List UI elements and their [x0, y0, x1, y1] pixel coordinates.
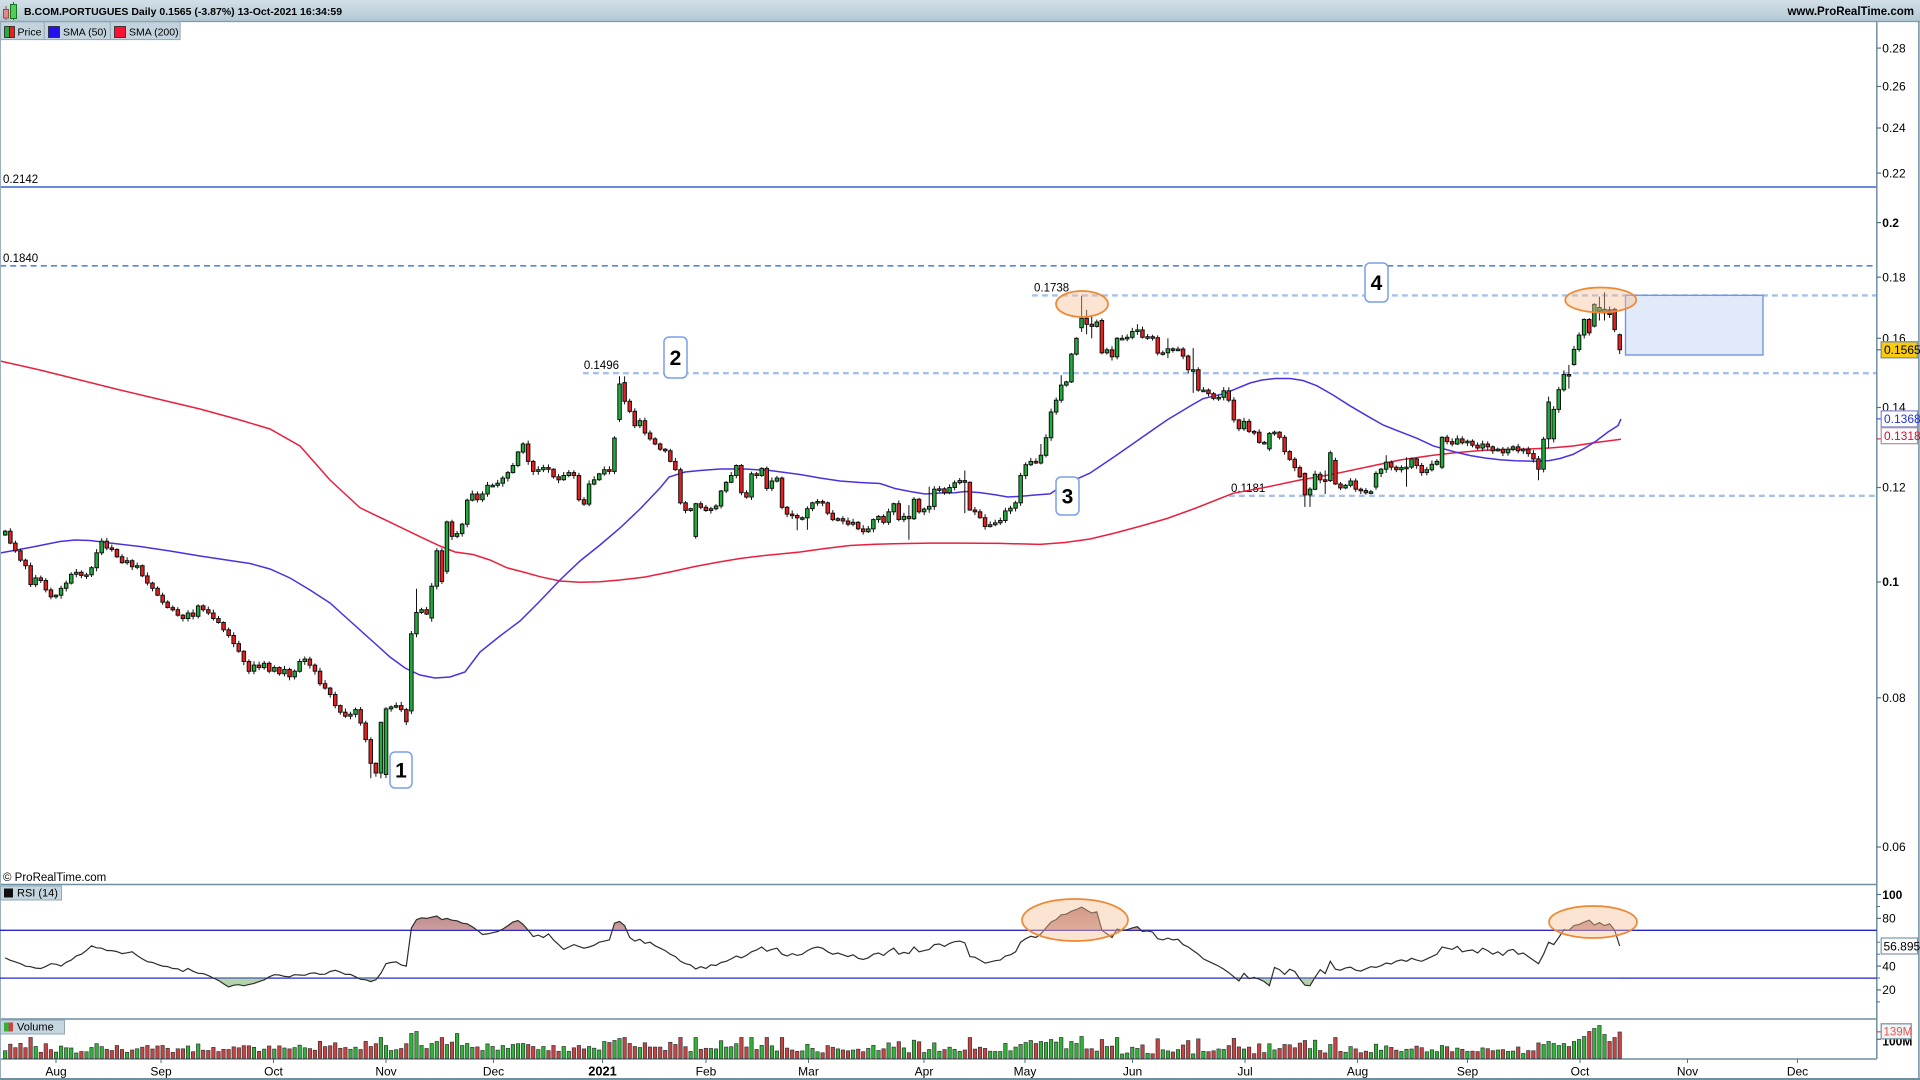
svg-text:Feb: Feb	[696, 1065, 717, 1079]
svg-text:0.1496: 0.1496	[584, 360, 619, 372]
svg-text:139M: 139M	[1884, 1027, 1913, 1039]
svg-text:Price: Price	[18, 27, 42, 39]
svg-text:80: 80	[1882, 912, 1896, 926]
svg-text:Nov: Nov	[375, 1065, 396, 1079]
svg-text:0.1738: 0.1738	[1034, 282, 1069, 294]
svg-text:Oct: Oct	[264, 1065, 283, 1079]
svg-text:Apr: Apr	[915, 1065, 934, 1079]
svg-text:Aug: Aug	[45, 1065, 66, 1079]
svg-text:0.2142: 0.2142	[3, 174, 38, 186]
svg-text:0.1565: 0.1565	[1884, 343, 1920, 357]
svg-text:0.1840: 0.1840	[3, 253, 38, 265]
svg-text:100: 100	[1882, 888, 1902, 902]
svg-text:SMA (50): SMA (50)	[63, 27, 107, 39]
svg-text:0.24: 0.24	[1882, 121, 1906, 135]
svg-text:RSI (14): RSI (14)	[17, 888, 58, 900]
svg-text:20: 20	[1882, 983, 1896, 997]
svg-text:0.2: 0.2	[1882, 216, 1899, 230]
svg-text:1: 1	[395, 760, 407, 783]
svg-text:0.12: 0.12	[1882, 481, 1906, 495]
svg-text:Sep: Sep	[150, 1065, 172, 1079]
svg-text:0.26: 0.26	[1882, 80, 1906, 94]
svg-text:Jul: Jul	[1237, 1065, 1252, 1079]
svg-text:2: 2	[670, 347, 682, 370]
svg-text:4: 4	[1371, 272, 1383, 295]
svg-text:40: 40	[1882, 959, 1896, 973]
svg-text:Mar: Mar	[798, 1065, 819, 1079]
svg-text:May: May	[1014, 1065, 1037, 1079]
svg-text:2021: 2021	[588, 1064, 616, 1079]
svg-text:© ProRealTime.com: © ProRealTime.com	[3, 872, 106, 884]
svg-text:0.06: 0.06	[1882, 840, 1906, 854]
svg-text:Jun: Jun	[1123, 1065, 1142, 1079]
svg-text:B.COM.PORTUGUES Daily 0.1565 (: B.COM.PORTUGUES Daily 0.1565 (-3.87%) 13…	[24, 6, 342, 18]
svg-text:0.28: 0.28	[1882, 41, 1906, 55]
svg-text:Sep: Sep	[1457, 1065, 1479, 1079]
svg-text:SMA (200): SMA (200)	[129, 27, 179, 39]
svg-text:0.1368: 0.1368	[1884, 412, 1920, 426]
svg-text:Nov: Nov	[1677, 1065, 1698, 1079]
svg-text:Volume: Volume	[17, 1022, 54, 1034]
svg-text:Oct: Oct	[1571, 1065, 1590, 1079]
svg-text:0.18: 0.18	[1882, 270, 1906, 284]
svg-text:0.1318: 0.1318	[1884, 429, 1920, 443]
svg-text:Dec: Dec	[483, 1065, 504, 1079]
svg-text:56.895: 56.895	[1884, 939, 1920, 953]
svg-text:0.08: 0.08	[1882, 691, 1906, 705]
svg-text:3: 3	[1062, 486, 1074, 509]
svg-text:0.1: 0.1	[1882, 575, 1899, 589]
svg-text:www.ProRealTime.com: www.ProRealTime.com	[1786, 6, 1914, 18]
svg-text:Dec: Dec	[1787, 1065, 1808, 1079]
svg-text:Aug: Aug	[1347, 1065, 1368, 1079]
svg-text:0.22: 0.22	[1882, 166, 1906, 180]
